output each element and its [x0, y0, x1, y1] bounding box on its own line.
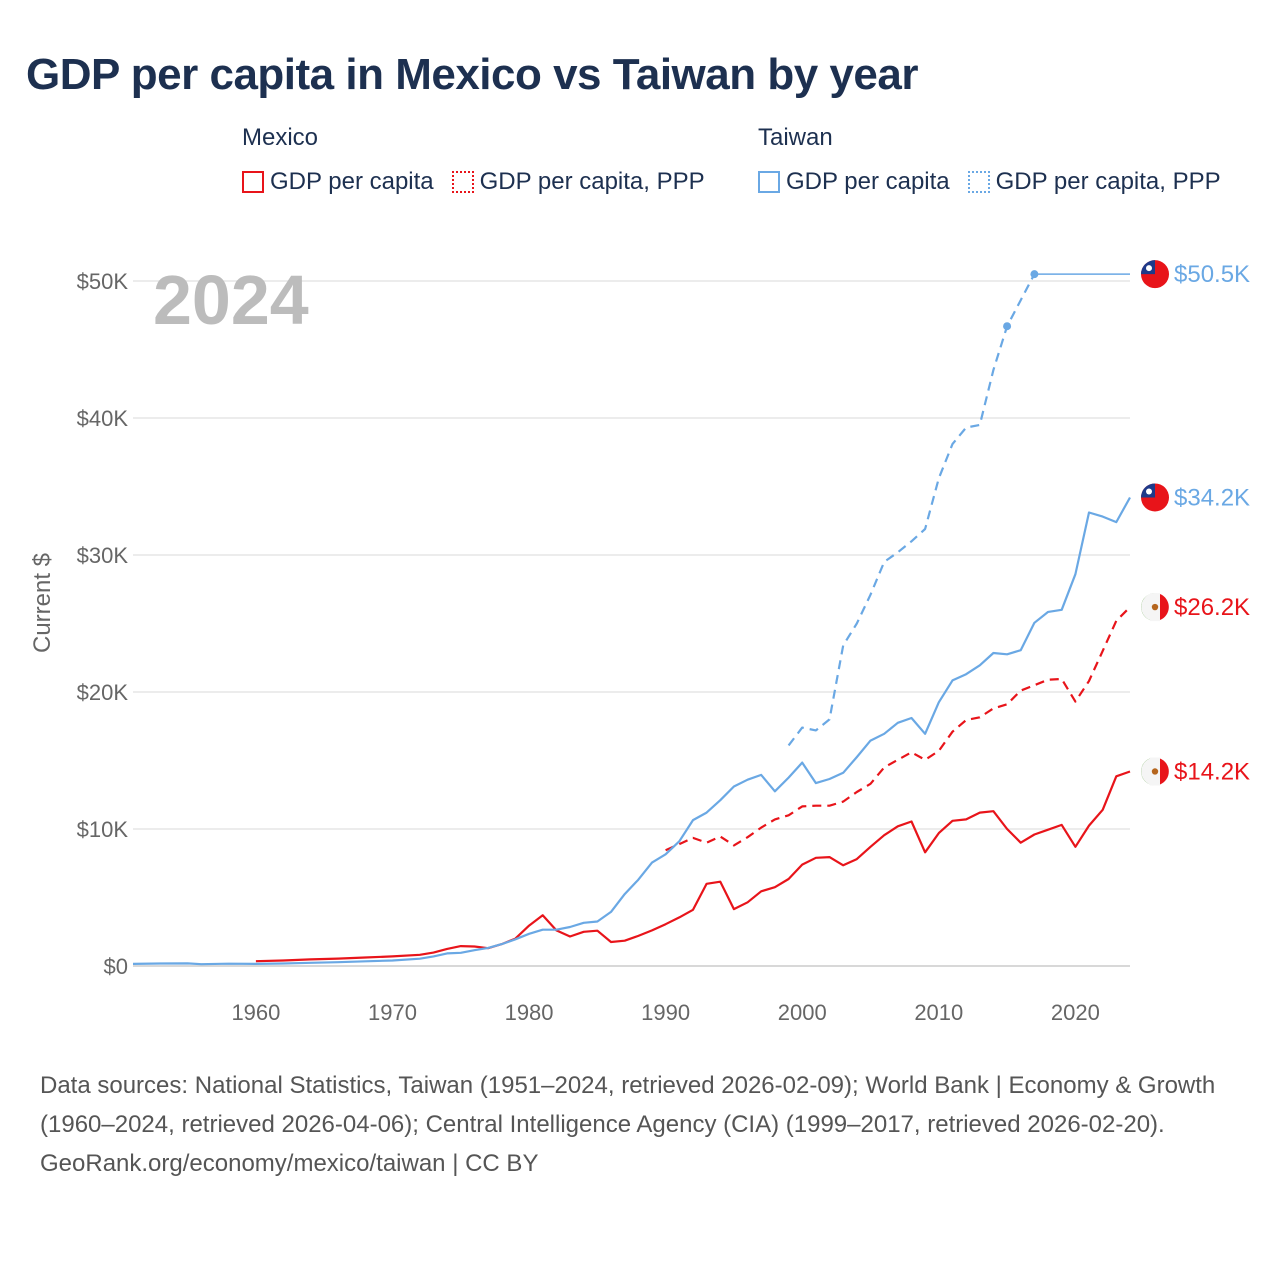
flag-emblem — [1151, 603, 1159, 611]
legend-swatch-dotted — [451, 171, 474, 193]
flag-red — [1160, 758, 1169, 785]
y-axis-label: Current $ — [29, 553, 56, 653]
y-tick-label: $0 — [104, 954, 128, 979]
x-tick-label: 2000 — [778, 1000, 827, 1025]
legend-swatch-solid — [758, 171, 780, 193]
series-line-mex_ppp — [665, 606, 1131, 852]
x-tick-label: 2020 — [1051, 1000, 1100, 1025]
chart-title: GDP per capita in Mexico vs Taiwan by ye… — [26, 50, 918, 99]
y-tick-label: $10K — [77, 817, 129, 842]
y-tick-label: $20K — [77, 680, 129, 705]
mexico-flag-icon — [1141, 757, 1169, 786]
x-tick-label: 1990 — [641, 1000, 690, 1025]
data-point-marker — [1030, 270, 1039, 279]
legend-swatch-solid — [242, 171, 264, 193]
end-label-mex_gdp: $14.2K — [1174, 758, 1250, 785]
series-line-twn_gdp — [132, 496, 1131, 966]
x-tick-label: 1980 — [505, 1000, 554, 1025]
mexico-flag-icon — [1141, 593, 1169, 622]
end-label-mex_ppp: $26.2K — [1174, 594, 1250, 621]
y-axis: $0 $10K $20K $30K $40K $50K — [77, 269, 129, 979]
flag-sun — [1146, 265, 1152, 272]
end-labels: $14.2K $26.2K $34.2K $50.5K — [1141, 260, 1250, 786]
legend-taiwan-name: Taiwan — [758, 124, 833, 151]
x-tick-label: 2010 — [914, 1000, 963, 1025]
x-tick-label: 1970 — [368, 1000, 417, 1025]
y-tick-label: $30K — [77, 543, 129, 568]
data-sources: Data sources: National Statistics, Taiwa… — [40, 1072, 1216, 1138]
flag-emblem — [1151, 768, 1159, 775]
legend-label: GDP per capita — [270, 168, 434, 195]
legend-mexico-ppp[interactable]: GDP per capita, PPP — [451, 168, 705, 196]
legend-taiwan-gdp[interactable]: GDP per capita — [758, 168, 950, 196]
series-line-mex_gdp — [255, 770, 1131, 963]
taiwan-flag-icon — [1141, 260, 1169, 289]
y-tick-label: $40K — [77, 406, 129, 431]
legend-label: GDP per capita, PPP — [995, 168, 1221, 195]
taiwan-flag-icon — [1141, 483, 1169, 512]
y-tick-label: $50K — [77, 269, 129, 294]
end-label-twn_ppp: $50.5K — [1174, 261, 1250, 288]
data-point-marker — [1003, 322, 1012, 331]
flag-red — [1160, 594, 1169, 621]
footer: Data sources: National Statistics, Taiwa… — [40, 1066, 1240, 1183]
legend-taiwan-ppp[interactable]: GDP per capita, PPP — [967, 168, 1221, 196]
x-tick-label: 1960 — [231, 1000, 280, 1025]
grid-lines — [133, 280, 1130, 967]
source-credit[interactable]: GeoRank.org/economy/mexico/taiwan | CC B… — [40, 1150, 539, 1177]
year-label: 2024 — [153, 261, 309, 339]
series-group — [132, 270, 1131, 966]
series-line-twn_ppp — [787, 273, 1036, 747]
end-label-twn_gdp: $34.2K — [1174, 484, 1250, 511]
x-axis: 1960 1970 1980 1990 2000 2010 2020 — [231, 1000, 1099, 1025]
legend-taiwan: Taiwan GDP per capita GDP per capita, PP… — [758, 124, 1239, 196]
legend-label: GDP per capita — [786, 168, 950, 195]
legend-mexico-gdp[interactable]: GDP per capita — [242, 168, 434, 196]
legend-mexico: Mexico GDP per capita GDP per capita, PP… — [242, 124, 723, 196]
line-chart: $0 $10K $20K $30K $40K $50K 1960 1970 1980 1990 2… — [29, 260, 1250, 1025]
legend-label: GDP per capita, PPP — [479, 168, 705, 195]
flag-sun — [1146, 488, 1152, 495]
legend-swatch-dotted — [967, 171, 990, 193]
legend-mexico-name: Mexico — [242, 124, 319, 151]
